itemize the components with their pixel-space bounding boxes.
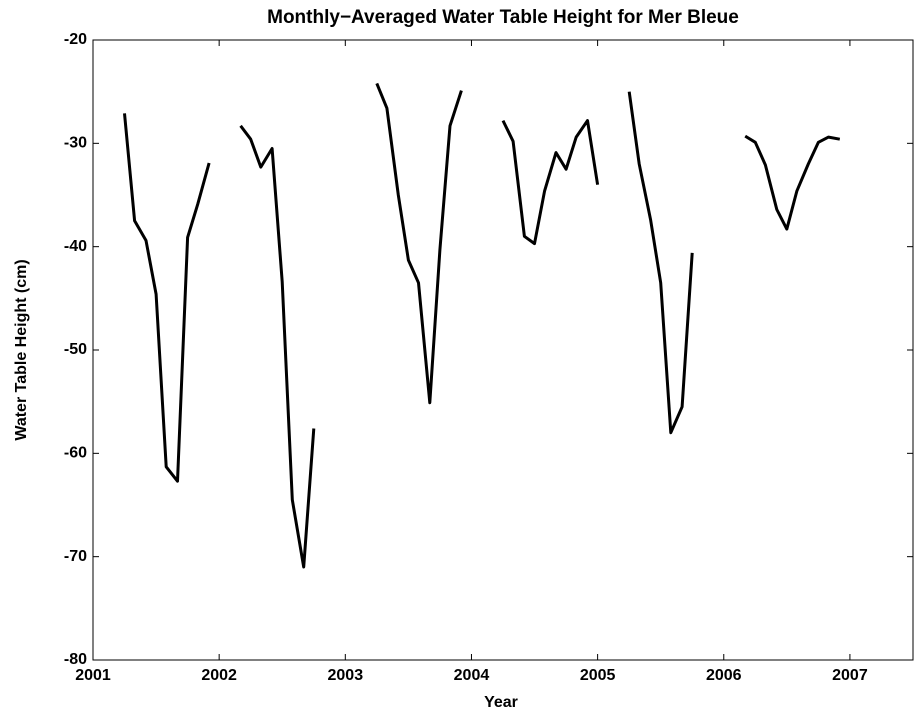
plot-frame — [92, 39, 914, 661]
y-tick-label: -60 — [64, 445, 87, 462]
data-line — [123, 82, 841, 569]
y-tick-label: -30 — [64, 135, 87, 152]
x-tick-label: 2003 — [328, 667, 364, 684]
x-tick-label: 2002 — [201, 667, 237, 684]
y-axis-label: Water Table Height (cm) — [13, 259, 30, 440]
x-tick-label: 2006 — [706, 667, 742, 684]
y-tick-label: -80 — [64, 651, 87, 668]
x-tick-label: 2005 — [580, 667, 616, 684]
y-tick-label: -40 — [64, 238, 87, 255]
chart-title: Monthly−Averaged Water Table Height for … — [267, 7, 739, 28]
x-axis-label: Year — [484, 694, 518, 711]
x-tick-label: 2007 — [832, 667, 868, 684]
x-tick-label: 2004 — [454, 667, 490, 684]
y-tick-label: -70 — [64, 548, 87, 565]
y-tick-label: -20 — [64, 31, 87, 48]
x-tick-label: 2001 — [75, 667, 111, 684]
y-tick-label: -50 — [64, 341, 87, 358]
